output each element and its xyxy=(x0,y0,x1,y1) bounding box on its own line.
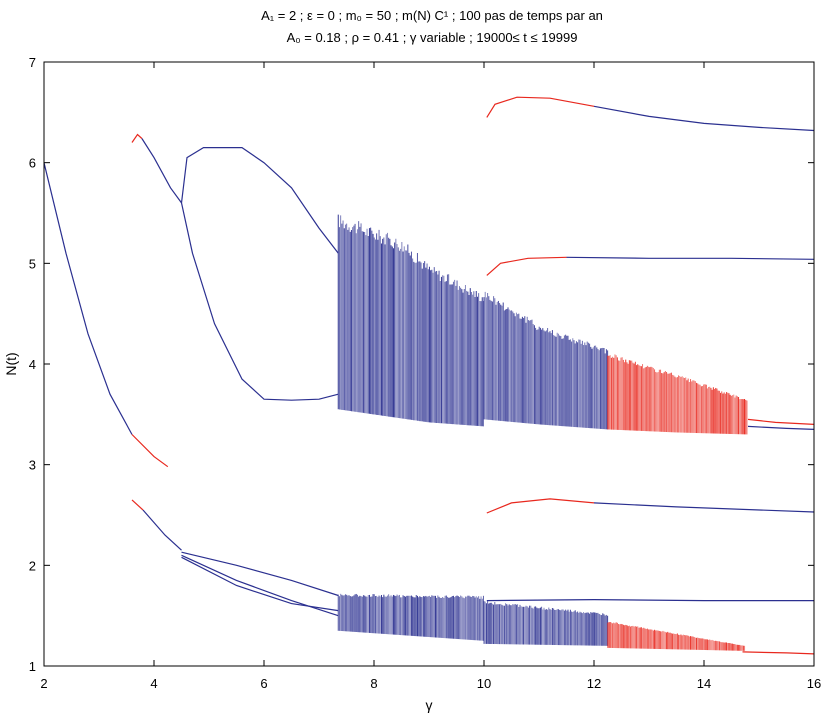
bifurcation-curve xyxy=(593,502,815,513)
x-tick-label: 8 xyxy=(370,676,377,691)
bifurcation-curve xyxy=(142,509,182,551)
bifurcation-curve xyxy=(747,425,815,430)
plot-area xyxy=(43,96,815,655)
chaos-band xyxy=(337,593,484,641)
y-axis-label: N(t) xyxy=(3,352,19,375)
bifurcation-curve xyxy=(486,498,595,514)
bifurcation-curve xyxy=(43,162,133,435)
x-tick-label: 6 xyxy=(260,676,267,691)
bifurcation-curve xyxy=(486,256,567,276)
bifurcation-curve xyxy=(181,554,339,617)
x-axis: 2 4 6 8 10 12 14 16 xyxy=(40,62,821,691)
chaos-band xyxy=(483,291,609,430)
bifurcation-curve xyxy=(486,598,814,602)
y-axis: 1 2 3 4 5 6 7 xyxy=(29,55,814,674)
chart-title-line1: A₁ = 2 ; ε = 0 ; m₀ = 50 ; m(N) C¹ ; 100… xyxy=(261,8,603,23)
y-tick-label: 1 xyxy=(29,659,36,674)
x-tick-label: 4 xyxy=(150,676,157,691)
x-tick-label: 2 xyxy=(40,676,47,691)
bifurcation-curve xyxy=(180,147,339,254)
x-tick-label: 10 xyxy=(477,676,491,691)
bifurcation-curve xyxy=(131,499,144,511)
y-tick-label: 6 xyxy=(29,156,36,171)
chaos-band xyxy=(337,214,484,427)
bifurcation-curve xyxy=(742,651,815,655)
y-tick-label: 7 xyxy=(29,55,36,70)
x-tick-label: 16 xyxy=(807,676,821,691)
y-tick-label: 3 xyxy=(29,458,36,473)
x-axis-label: γ xyxy=(426,697,433,713)
bifurcation-curve xyxy=(486,96,595,118)
x-tick-label: 14 xyxy=(697,676,711,691)
bifurcation-curve xyxy=(181,551,339,597)
bifurcation-curve xyxy=(747,418,815,425)
chaos-band xyxy=(607,354,748,435)
bifurcation-curve xyxy=(593,105,815,132)
bifurcation-curve xyxy=(131,434,169,468)
bifurcation-curve xyxy=(131,133,143,143)
bifurcation-curve xyxy=(141,138,182,204)
x-tick-label: 12 xyxy=(587,676,601,691)
bifurcation-curve xyxy=(181,556,339,612)
chart-title-line2: A₀ = 0.18 ; ρ = 0.41 ; γ variable ; 1900… xyxy=(287,30,578,45)
chaos-band xyxy=(607,621,746,651)
chaos-band xyxy=(483,601,609,646)
bifurcation-curve xyxy=(180,202,339,401)
bifurcation-curve xyxy=(566,256,815,260)
y-tick-label: 2 xyxy=(29,558,36,573)
y-tick-label: 4 xyxy=(29,357,36,372)
y-tick-label: 5 xyxy=(29,256,36,271)
